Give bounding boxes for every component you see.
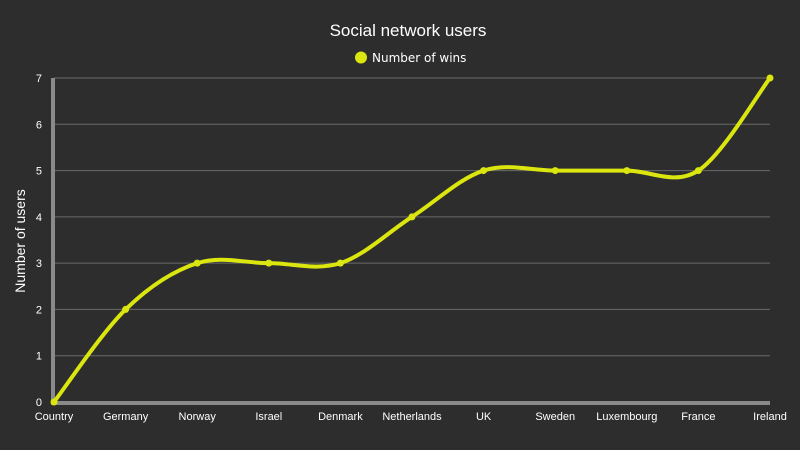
data-point[interactable]: [50, 398, 58, 406]
x-tick-label: Country: [35, 411, 74, 423]
legend: Number of wins: [355, 51, 466, 65]
data-point[interactable]: [408, 213, 416, 221]
x-tick-label: France: [681, 411, 715, 423]
y-tick-label: 5: [36, 166, 42, 178]
y-tick-label: 6: [36, 119, 42, 131]
axes: [51, 78, 770, 405]
x-tick-label: Germany: [103, 411, 149, 423]
x-tick-label: Ireland: [753, 411, 787, 423]
x-tick-label: Denmark: [318, 411, 363, 423]
x-tick-label: Sweden: [535, 411, 575, 423]
series-group: [50, 74, 774, 406]
y-tick-label: 7: [36, 73, 42, 85]
chart-title: Social network users: [330, 21, 487, 40]
x-tick-label: Israel: [255, 411, 282, 423]
y-tick-label: 1: [36, 351, 42, 363]
series-line: [52, 76, 772, 404]
data-point[interactable]: [694, 167, 702, 175]
y-tick-label: 3: [36, 258, 42, 270]
data-point[interactable]: [336, 259, 344, 267]
y-tick-label: 2: [36, 304, 42, 316]
x-tick-label: UK: [476, 411, 492, 423]
y-axis-label: Number of users: [12, 189, 28, 292]
data-point[interactable]: [551, 167, 559, 175]
y-axis-ticks: 0 1 2 3 4 5 6 7: [36, 73, 42, 409]
data-point[interactable]: [265, 259, 273, 267]
data-point[interactable]: [193, 259, 201, 267]
data-point[interactable]: [766, 74, 774, 82]
data-point[interactable]: [122, 305, 130, 313]
y-tick-label: 0: [36, 397, 42, 409]
grid-lines: [54, 77, 770, 357]
legend-label: Number of wins: [372, 51, 466, 65]
x-tick-label: Norway: [179, 411, 217, 423]
legend-marker: [355, 51, 367, 64]
x-tick-label: Luxembourg: [596, 411, 657, 423]
data-point[interactable]: [623, 167, 631, 175]
data-point[interactable]: [480, 167, 488, 175]
x-tick-label: Netherlands: [382, 411, 442, 423]
x-axis-ticks: Country Germany Norway Israel Denmark Netherl…: [35, 411, 787, 423]
y-tick-label: 4: [36, 212, 42, 224]
